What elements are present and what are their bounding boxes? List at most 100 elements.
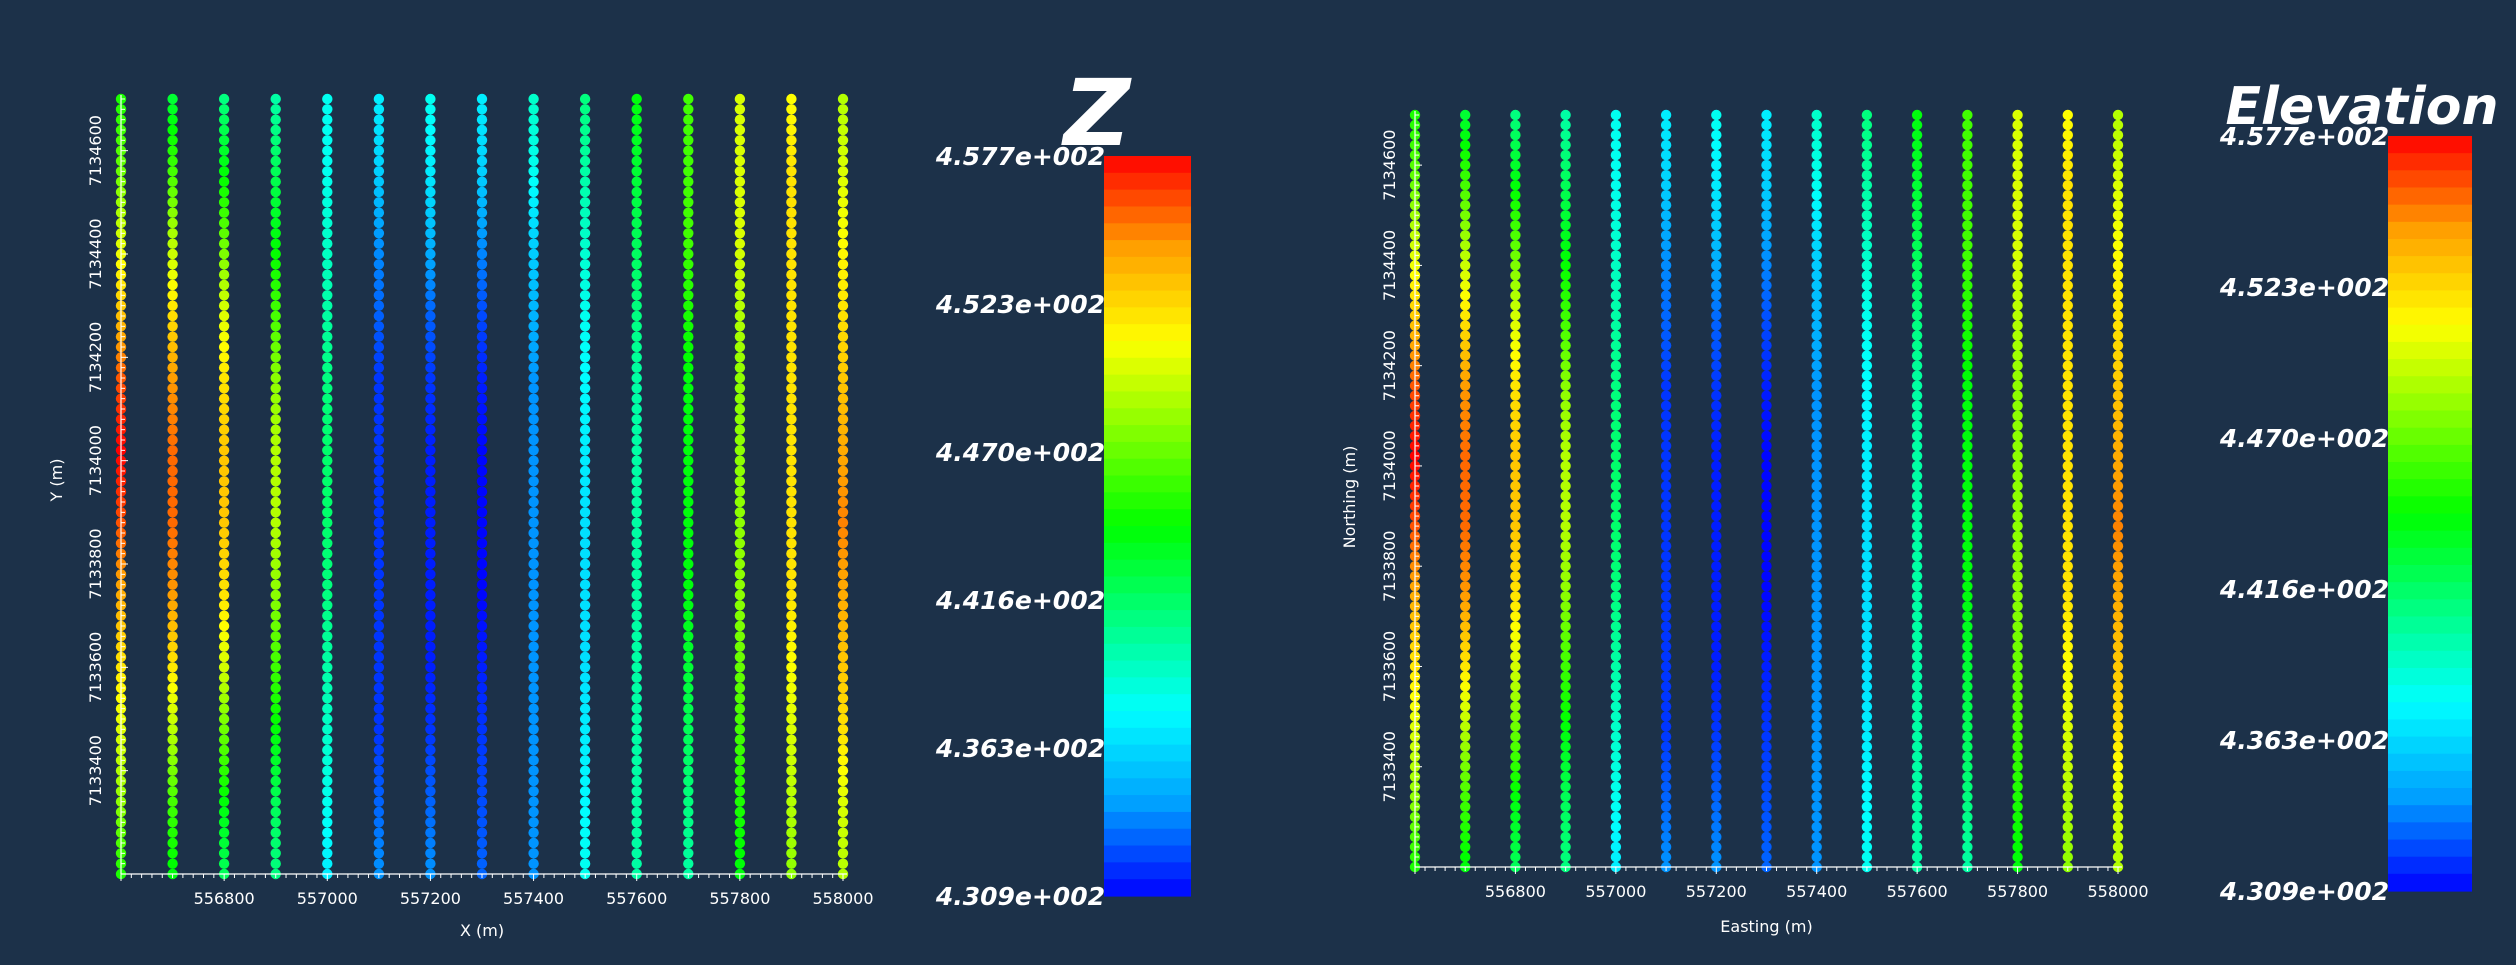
data-point bbox=[1811, 520, 1822, 532]
data-point bbox=[1510, 210, 1521, 221]
data-point bbox=[1911, 841, 1923, 853]
data-point bbox=[2112, 460, 2124, 472]
colorbar-swatch bbox=[1104, 778, 1191, 796]
data-point bbox=[786, 228, 797, 239]
data-point bbox=[1560, 711, 1571, 722]
data-point bbox=[322, 124, 333, 136]
data-point bbox=[476, 465, 488, 477]
data-point bbox=[1811, 651, 1822, 662]
data-point bbox=[373, 827, 385, 838]
data-point bbox=[476, 724, 488, 735]
data-point bbox=[1861, 741, 1873, 752]
data-point bbox=[373, 610, 385, 621]
data-point bbox=[1711, 149, 1722, 161]
data-point bbox=[1610, 139, 1622, 151]
data-point bbox=[631, 259, 642, 270]
data-point bbox=[1962, 721, 1973, 732]
y-tick-label: 7134200 bbox=[86, 322, 105, 393]
data-point bbox=[579, 724, 591, 735]
data-point bbox=[322, 372, 333, 384]
data-point bbox=[1660, 410, 1672, 421]
data-point bbox=[1610, 540, 1622, 552]
colorbar-swatch bbox=[1104, 610, 1191, 628]
data-point bbox=[683, 817, 694, 828]
data-point bbox=[2012, 831, 2023, 843]
data-point bbox=[1610, 250, 1622, 261]
data-point bbox=[734, 858, 746, 869]
data-point bbox=[837, 124, 849, 136]
data-point bbox=[1962, 109, 1973, 121]
data-point bbox=[270, 600, 281, 611]
data-point bbox=[1911, 430, 1923, 442]
x-tick-label: 558000 bbox=[812, 889, 873, 908]
data-point bbox=[1911, 811, 1923, 823]
data-point bbox=[837, 496, 849, 508]
data-point bbox=[734, 372, 746, 384]
data-point bbox=[322, 310, 333, 322]
data-point bbox=[1560, 260, 1571, 271]
data-point bbox=[1911, 340, 1923, 351]
data-point bbox=[1861, 220, 1873, 231]
data-point bbox=[528, 682, 539, 694]
data-point bbox=[1962, 270, 1973, 281]
data-point bbox=[1510, 561, 1521, 572]
data-point bbox=[1510, 360, 1521, 371]
data-point bbox=[1761, 420, 1772, 431]
data-point bbox=[631, 734, 642, 745]
data-point bbox=[683, 207, 694, 218]
data-point bbox=[837, 486, 849, 497]
data-point bbox=[1610, 731, 1622, 742]
data-point bbox=[1811, 410, 1822, 421]
data-point bbox=[1761, 450, 1772, 462]
data-point bbox=[579, 796, 591, 807]
colorbar-z-label: 4.309e+002 bbox=[935, 882, 1105, 911]
data-point bbox=[1911, 581, 1923, 592]
data-point bbox=[837, 383, 849, 394]
data-point bbox=[425, 837, 436, 849]
data-point bbox=[579, 455, 591, 466]
data-point bbox=[322, 837, 333, 849]
data-point bbox=[631, 248, 642, 260]
data-point bbox=[528, 176, 539, 187]
data-point bbox=[2012, 641, 2023, 652]
data-point bbox=[2062, 520, 2073, 532]
data-point bbox=[2062, 791, 2073, 802]
data-point bbox=[1861, 190, 1873, 201]
data-point bbox=[1962, 180, 1973, 191]
data-point bbox=[1861, 250, 1873, 261]
data-point bbox=[218, 610, 230, 621]
data-point bbox=[425, 703, 436, 714]
data-point bbox=[631, 765, 642, 776]
data-point bbox=[1610, 681, 1622, 692]
data-point bbox=[837, 186, 849, 198]
data-point bbox=[2062, 801, 2073, 812]
data-point bbox=[837, 403, 849, 415]
data-point bbox=[1811, 711, 1822, 722]
data-point bbox=[786, 693, 797, 704]
data-point bbox=[1962, 540, 1973, 552]
data-point bbox=[1510, 420, 1521, 431]
data-point bbox=[1560, 641, 1571, 652]
data-point bbox=[322, 114, 333, 125]
data-point bbox=[786, 476, 797, 487]
data-point bbox=[270, 476, 281, 487]
data-point bbox=[1711, 470, 1722, 482]
colorbar-swatch bbox=[2388, 341, 2472, 360]
colorbar-swatch bbox=[2388, 256, 2472, 274]
data-point bbox=[1811, 320, 1822, 331]
data-point bbox=[1460, 500, 1471, 512]
data-point bbox=[1861, 651, 1873, 662]
data-point bbox=[218, 703, 230, 714]
data-point bbox=[373, 579, 385, 590]
data-point bbox=[631, 713, 642, 725]
data-point bbox=[734, 558, 746, 570]
data-point bbox=[1761, 320, 1772, 331]
data-point bbox=[1761, 801, 1772, 812]
data-point bbox=[1711, 571, 1722, 582]
data-point bbox=[1660, 851, 1672, 863]
data-point bbox=[2062, 109, 2073, 121]
data-point bbox=[1962, 470, 1973, 482]
data-point bbox=[1811, 530, 1822, 542]
data-point bbox=[425, 600, 436, 611]
data-point bbox=[631, 569, 642, 580]
